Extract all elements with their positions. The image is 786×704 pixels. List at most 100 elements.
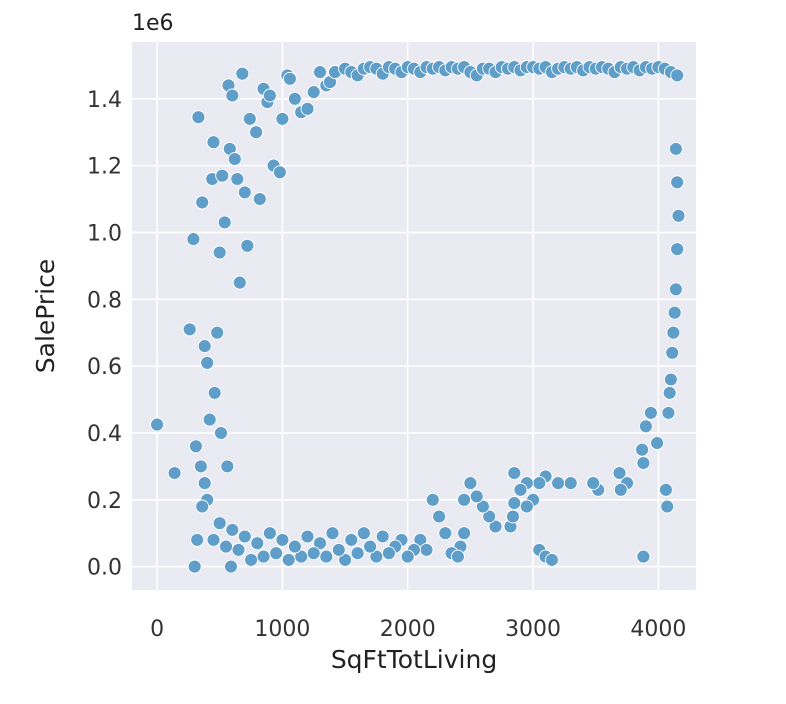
data-point <box>662 385 677 400</box>
y-offset-label: 1e6 <box>132 11 174 36</box>
data-point <box>650 436 665 450</box>
data-point <box>275 111 290 126</box>
data-point <box>507 466 522 480</box>
data-point <box>532 476 547 491</box>
data-point <box>331 542 346 557</box>
data-point <box>563 476 578 491</box>
data-point <box>217 215 232 230</box>
data-point <box>212 516 227 531</box>
data-point <box>636 456 651 470</box>
x-axis-label: SqFtTotLiving <box>331 645 497 674</box>
data-point <box>188 439 203 454</box>
y-tick-label: 0.0 <box>87 556 122 581</box>
data-point <box>450 549 465 564</box>
data-point <box>220 459 235 474</box>
data-point <box>313 536 327 551</box>
data-point <box>519 499 534 514</box>
data-point <box>665 345 680 360</box>
y-tick-label: 1.4 <box>87 88 122 113</box>
y-tick-label: 0.4 <box>87 422 122 447</box>
data-point <box>438 526 453 541</box>
data-point <box>300 101 315 116</box>
data-point <box>225 88 240 103</box>
data-point <box>612 466 627 480</box>
data-point <box>200 355 215 370</box>
y-tick-label: 1.0 <box>87 221 122 246</box>
x-tick-label: 4000 <box>630 617 686 642</box>
data-point <box>671 208 686 223</box>
data-point <box>643 405 658 420</box>
data-point <box>381 546 396 561</box>
data-point <box>150 417 165 432</box>
data-point <box>356 526 371 541</box>
data-point <box>256 549 271 564</box>
data-point <box>187 559 202 574</box>
data-point <box>193 459 208 474</box>
data-point <box>350 546 365 561</box>
data-point <box>244 552 259 567</box>
data-points <box>150 60 686 574</box>
data-point <box>230 172 245 186</box>
y-tick-label: 0.2 <box>87 489 122 514</box>
data-point <box>250 536 265 551</box>
data-point <box>586 476 601 491</box>
plot-background <box>132 42 696 590</box>
data-point <box>287 539 302 554</box>
data-point <box>237 185 252 200</box>
data-point <box>282 71 297 86</box>
data-point <box>167 466 182 480</box>
data-point <box>262 526 277 541</box>
data-point <box>232 275 247 290</box>
data-point <box>457 492 472 507</box>
data-point <box>269 546 284 561</box>
data-point <box>281 552 296 567</box>
data-point <box>252 192 267 206</box>
data-point <box>482 509 497 524</box>
data-point <box>212 245 227 260</box>
data-point <box>227 152 242 166</box>
y-tick-labels: 0.0 0.2 0.4 0.6 0.8 1.0 1.2 1.4 <box>87 88 122 581</box>
data-point <box>432 509 447 524</box>
data-point <box>667 305 682 320</box>
x-tick-label: 3000 <box>505 617 561 642</box>
data-point <box>197 339 212 354</box>
data-point <box>635 442 650 457</box>
data-point <box>660 499 675 514</box>
data-point <box>475 499 490 514</box>
y-tick-label: 1.2 <box>87 155 122 180</box>
data-point <box>195 499 210 514</box>
data-point <box>457 526 472 541</box>
data-point <box>663 372 678 387</box>
data-point <box>400 549 415 564</box>
y-tick-label: 0.6 <box>87 355 122 380</box>
data-point <box>206 532 221 547</box>
data-point <box>190 532 205 547</box>
data-point <box>338 552 353 567</box>
data-point <box>249 125 264 140</box>
data-point <box>544 552 559 567</box>
data-point <box>306 85 321 100</box>
data-point <box>206 135 221 150</box>
data-point <box>225 522 240 537</box>
y-tick-label: 0.8 <box>87 288 122 313</box>
data-point <box>463 476 478 491</box>
x-tick-labels: 0 1000 2000 3000 4000 <box>150 617 686 642</box>
data-point <box>210 325 225 340</box>
data-point <box>219 539 233 554</box>
data-point <box>242 111 257 126</box>
data-point <box>240 238 255 253</box>
data-point <box>670 242 685 257</box>
data-point <box>202 412 217 427</box>
x-tick-label: 1000 <box>254 617 310 642</box>
data-point <box>182 322 197 337</box>
data-point <box>215 168 230 183</box>
data-point <box>262 88 277 103</box>
data-point <box>344 532 359 547</box>
data-point <box>419 542 434 557</box>
data-point <box>325 526 340 541</box>
data-point <box>666 325 681 340</box>
data-point <box>363 539 378 554</box>
data-point <box>186 232 201 247</box>
data-point <box>668 282 683 297</box>
